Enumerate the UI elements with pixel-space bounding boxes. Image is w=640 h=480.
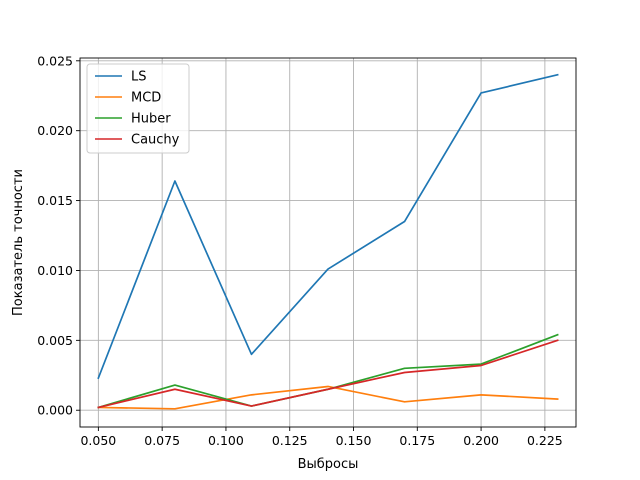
y-tick-label: 0.025: [37, 53, 73, 68]
series-lines: [97, 73, 559, 410]
y-tick-label: 0.005: [37, 333, 73, 348]
series-line-huber: [97, 333, 559, 409]
x-tick-label: 0.225: [527, 433, 563, 448]
x-tick-label: 0.050: [80, 433, 116, 448]
y-tick-label: 0.000: [37, 403, 73, 418]
y-tick-label: 0.010: [37, 263, 73, 278]
series-line-ls: [97, 73, 559, 380]
x-axis-label: Выбросы: [298, 457, 359, 472]
x-tick-label: 0.200: [463, 433, 499, 448]
plot-frame: [79, 57, 577, 428]
legend-label-huber: Huber: [131, 112, 171, 127]
x-tick-label: 0.175: [399, 433, 435, 448]
legend-box: [86, 63, 190, 154]
y-axis-label: Показатель точности: [11, 169, 26, 316]
legend: LS MCD Huber Cauchy: [86, 63, 190, 154]
x-tick-label: 0.125: [272, 433, 308, 448]
legend-label-cauchy: Cauchy: [131, 133, 180, 148]
y-tick-label: 0.020: [37, 123, 73, 138]
x-tick-label: 0.150: [336, 433, 372, 448]
series-line-mcd: [97, 385, 559, 410]
x-tick-label: 0.075: [144, 433, 180, 448]
legend-label-mcd: MCD: [131, 91, 161, 106]
legend-label-ls: LS: [131, 70, 147, 85]
y-tick-label: 0.015: [37, 193, 73, 208]
series-line-cauchy: [97, 339, 559, 409]
axis-ticks: 0.050 0.075 0.100 0.125 0.150 0.175 0.200 0.225…: [37, 53, 563, 448]
grid-lines: [80, 58, 576, 427]
x-tick-label: 0.100: [208, 433, 244, 448]
